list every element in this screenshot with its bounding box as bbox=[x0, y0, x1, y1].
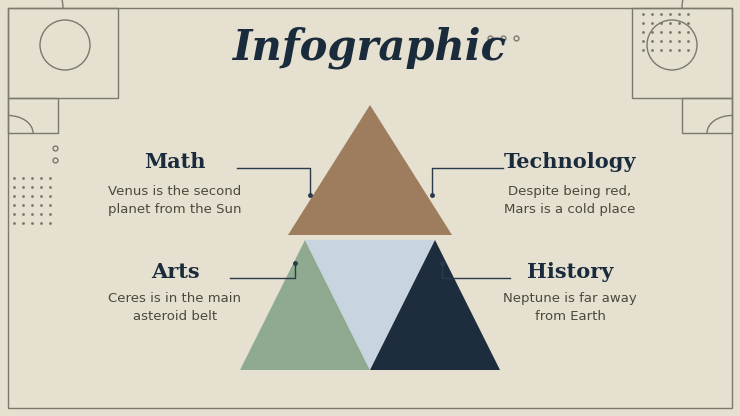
Text: Neptune is far away
from Earth: Neptune is far away from Earth bbox=[503, 292, 637, 323]
Text: History: History bbox=[527, 262, 613, 282]
Bar bbox=[8, 98, 58, 133]
Text: Technology: Technology bbox=[504, 152, 636, 172]
Text: Ceres is in the main
asteroid belt: Ceres is in the main asteroid belt bbox=[109, 292, 241, 323]
Bar bbox=[632, 8, 732, 98]
Text: Despite being red,
Mars is a cold place: Despite being red, Mars is a cold place bbox=[505, 185, 636, 216]
Polygon shape bbox=[305, 240, 435, 370]
Polygon shape bbox=[370, 240, 500, 370]
Polygon shape bbox=[240, 240, 370, 370]
Text: Math: Math bbox=[144, 152, 206, 172]
Text: Venus is the second
planet from the Sun: Venus is the second planet from the Sun bbox=[108, 185, 242, 216]
Bar bbox=[682, 98, 732, 133]
Bar bbox=[8, 8, 118, 98]
Text: Arts: Arts bbox=[151, 262, 199, 282]
Text: Infographic: Infographic bbox=[233, 27, 507, 69]
Polygon shape bbox=[288, 105, 452, 235]
